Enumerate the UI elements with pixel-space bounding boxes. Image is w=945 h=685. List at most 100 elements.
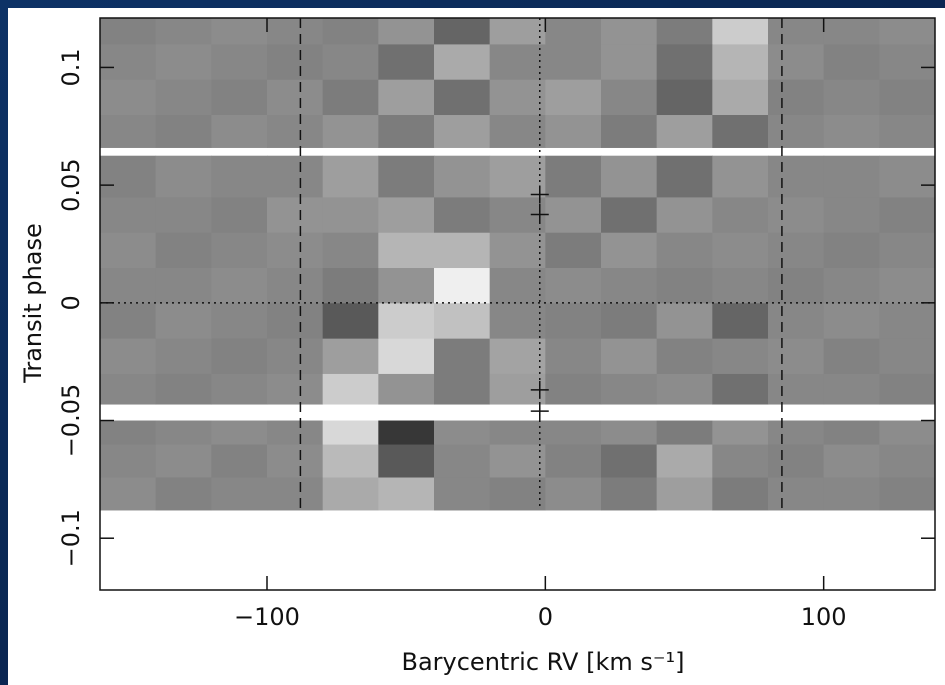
heat-cell: [879, 477, 935, 511]
overlay: [100, 18, 935, 510]
x-tick-label: 0: [538, 603, 553, 631]
heat-cell: [155, 43, 212, 80]
heat-cell: [823, 420, 880, 445]
heat-cell: [656, 155, 713, 198]
heat-cell: [100, 373, 157, 405]
heat-cell: [378, 155, 435, 198]
heat-cell: [601, 477, 658, 511]
heat-cell: [378, 302, 435, 339]
heatmap: [100, 18, 935, 511]
heat-cell: [712, 114, 769, 148]
contact-marker: [530, 402, 549, 421]
heat-cell: [712, 477, 769, 511]
heat-cell: [879, 79, 935, 116]
heat-cell: [601, 196, 658, 233]
heat-cell: [879, 420, 935, 445]
heat-cell: [545, 18, 602, 45]
heat-cell: [100, 338, 157, 374]
heat-cell: [434, 18, 491, 45]
heat-cell: [712, 79, 769, 116]
heat-cell: [322, 373, 379, 405]
heat-cell: [434, 477, 491, 511]
heat-cell: [656, 79, 713, 116]
heat-cell: [768, 477, 825, 511]
heat-cell: [489, 420, 546, 445]
heat-cell: [155, 232, 212, 269]
heat-cell: [322, 43, 379, 80]
heat-cell: [100, 79, 157, 116]
heat-cell: [489, 338, 546, 374]
heat-cell: [768, 444, 825, 478]
heat-cell: [155, 18, 212, 45]
heat-cell: [322, 338, 379, 374]
heat-cell: [489, 267, 546, 304]
heat-cell: [211, 267, 268, 304]
heat-cell: [434, 267, 491, 304]
heat-cell: [100, 114, 157, 148]
x-tick-label: 100: [801, 603, 847, 631]
heat-cell: [378, 444, 435, 478]
heat-cell: [879, 373, 935, 405]
heat-cell: [712, 373, 769, 405]
heat-cell: [322, 18, 379, 45]
heat-cell: [489, 43, 546, 80]
heat-cell: [322, 444, 379, 478]
heat-cell: [322, 196, 379, 233]
heat-cell: [322, 232, 379, 269]
heat-cell: [545, 338, 602, 374]
heat-cell: [656, 420, 713, 445]
heat-cell: [434, 43, 491, 80]
heat-cell: [267, 373, 324, 405]
heat-cell: [823, 302, 880, 339]
heat-cell: [712, 232, 769, 269]
heat-cell: [823, 114, 880, 148]
heat-cell: [211, 43, 268, 80]
heat-cell: [768, 232, 825, 269]
heat-cell: [489, 114, 546, 148]
heat-cell: [267, 232, 324, 269]
heat-cell: [267, 302, 324, 339]
heat-cell: [100, 196, 157, 233]
heat-cell: [434, 196, 491, 233]
heat-cell: [322, 114, 379, 148]
heat-cell: [211, 196, 268, 233]
heat-cell: [879, 232, 935, 269]
heat-cell: [768, 267, 825, 304]
heat-cell: [267, 338, 324, 374]
heat-cell: [267, 196, 324, 233]
heat-cell: [434, 373, 491, 405]
heat-cell: [378, 79, 435, 116]
heat-cell: [100, 420, 157, 445]
heat-cell: [879, 196, 935, 233]
y-tick-label: −0.1: [57, 509, 85, 567]
heat-cell: [823, 155, 880, 198]
heat-cell: [768, 338, 825, 374]
y-tick-label: −0.05: [57, 384, 85, 458]
heat-cell: [489, 18, 546, 45]
heat-cell: [211, 18, 268, 45]
heat-cell: [100, 444, 157, 478]
heat-cell: [601, 444, 658, 478]
heat-cell: [768, 302, 825, 339]
heat-cell: [879, 302, 935, 339]
heat-cell: [434, 302, 491, 339]
heat-cell: [823, 232, 880, 269]
heat-cell: [545, 444, 602, 478]
heat-cell: [656, 302, 713, 339]
heat-cell: [712, 267, 769, 304]
heat-cell: [211, 302, 268, 339]
heat-cell: [712, 444, 769, 478]
plot-frame: [99, 17, 936, 591]
heat-cell: [267, 444, 324, 478]
heat-cell: [211, 420, 268, 445]
heat-cell: [211, 114, 268, 148]
heat-cell: [545, 79, 602, 116]
heat-cell: [768, 43, 825, 80]
heat-cell: [155, 444, 212, 478]
contact-marker: [530, 185, 549, 204]
heat-cell: [768, 79, 825, 116]
heat-cell: [545, 477, 602, 511]
heat-cell: [656, 114, 713, 148]
